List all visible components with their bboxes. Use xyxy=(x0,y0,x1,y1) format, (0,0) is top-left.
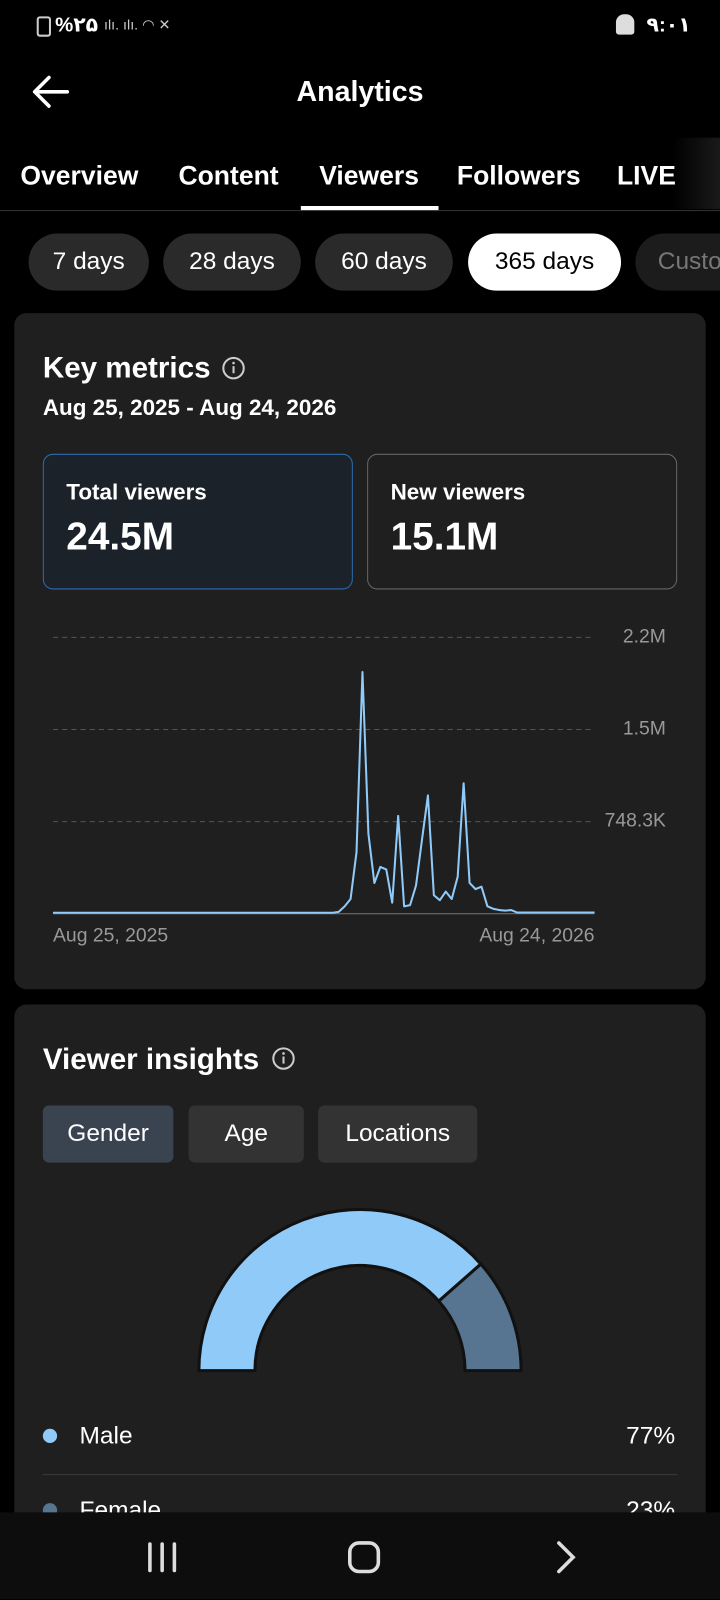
range-chip[interactable]: Custom xyxy=(635,233,720,291)
filter[interactable]: Locations xyxy=(318,1105,478,1163)
back-button[interactable] xyxy=(29,73,72,110)
battery-text: %۲۵ xyxy=(55,14,99,37)
tab[interactable]: LIVE xyxy=(616,160,676,191)
info-icon[interactable] xyxy=(271,1046,295,1070)
android-icon xyxy=(615,14,635,35)
y-tick-label: 1.5M xyxy=(623,718,666,740)
filter-active[interactable]: Gender xyxy=(42,1105,174,1163)
nav-icons xyxy=(148,1541,576,1574)
tab-indicator xyxy=(300,205,439,211)
tab-fade xyxy=(673,137,720,210)
x-tick-label: Aug 25, 2025 xyxy=(53,924,168,946)
date-range: Aug 25, 2025 - Aug 24, 2026 xyxy=(42,394,337,421)
line-chart: 748.3K 1.5M 2.2M Aug 25, 2025 Aug 24, 2026 xyxy=(53,625,666,946)
tab[interactable]: Content xyxy=(178,160,279,191)
y-tick-label: 2.2M xyxy=(623,625,666,647)
tab-active[interactable]: Viewers xyxy=(319,160,419,191)
tab-divider xyxy=(0,210,720,212)
info-icon[interactable] xyxy=(221,356,245,380)
tab[interactable]: Overview xyxy=(20,160,139,191)
tab[interactable]: Followers xyxy=(456,160,581,191)
legend-value: 77% xyxy=(626,1422,675,1449)
y-tick-label: 748.3K xyxy=(605,810,666,832)
range-chip[interactable]: 7 days xyxy=(28,233,149,291)
metric-value: 24.5M xyxy=(66,516,175,559)
signal-icons: ılı. ılı. ◠ ✕ xyxy=(104,16,171,33)
metric-value: 15.1M xyxy=(390,516,499,559)
battery-icon xyxy=(36,16,51,37)
metric-card[interactable]: New viewers 15.1M xyxy=(367,453,678,590)
clock: ۹:۰۱ xyxy=(646,14,691,37)
gauge-segment xyxy=(197,1207,484,1373)
range-chip[interactable]: 28 days xyxy=(163,233,301,291)
metric-card[interactable]: Total viewers 24.5M xyxy=(42,453,353,590)
page-title: Analytics xyxy=(296,75,424,108)
nav-bar xyxy=(0,1512,720,1600)
section-title: Viewer insights xyxy=(42,1043,260,1076)
section-title: Key metrics xyxy=(42,351,211,385)
metric-label: New viewers xyxy=(390,479,526,505)
gauge-segment xyxy=(436,1261,523,1373)
metric-label: Total viewers xyxy=(66,479,207,505)
legend-label: Male xyxy=(80,1422,133,1449)
x-tick-label: Aug 24, 2026 xyxy=(479,924,594,946)
viewers-line xyxy=(53,671,595,914)
key-metrics-card xyxy=(14,313,706,990)
range-chip[interactable]: 60 days xyxy=(315,233,453,291)
legend-dot xyxy=(42,1428,58,1444)
viewer-insights-card xyxy=(14,1004,706,1600)
filter[interactable]: Age xyxy=(188,1105,304,1163)
range-chip-active[interactable]: 365 days xyxy=(468,233,622,291)
